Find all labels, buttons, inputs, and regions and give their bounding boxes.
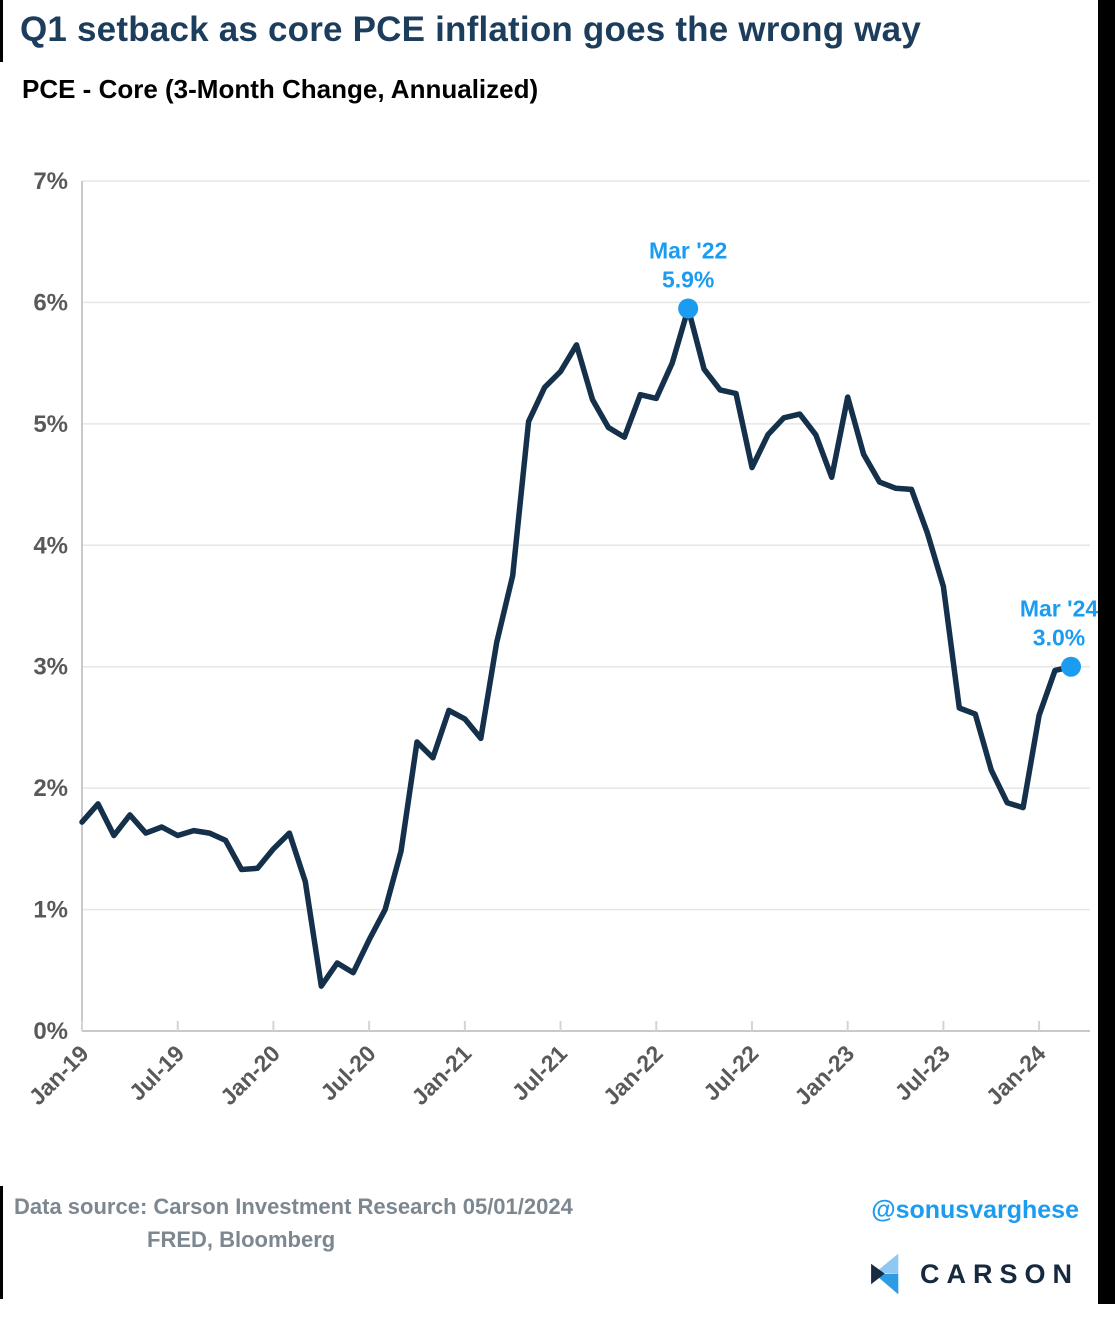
x-axis-label: Jan-24 xyxy=(981,1040,1051,1110)
pce-core-series-line xyxy=(79,305,1074,989)
y-axis-label: 7% xyxy=(33,168,68,195)
y-axis-label: 2% xyxy=(33,775,68,802)
x-axis-label: Jan-19 xyxy=(24,1040,94,1110)
screenshot-edge-right xyxy=(1098,0,1115,1304)
annotation-dot-mar-22 xyxy=(678,298,699,319)
page-title: Q1 setback as core PCE inflation goes th… xyxy=(20,10,922,49)
y-axis-label: 0% xyxy=(33,1018,68,1045)
annotation-label-month: Mar '22 xyxy=(649,238,727,264)
chart-subtitle: PCE - Core (3-Month Change, Annualized) xyxy=(22,74,539,104)
annotation-label-month: Mar '24 xyxy=(1020,596,1099,622)
data-source-line2: FRED, Bloomberg xyxy=(147,1227,336,1252)
y-axis-label: 3% xyxy=(33,654,68,681)
carson-logo-icon xyxy=(871,1253,899,1295)
screenshot-edge-left-top xyxy=(0,0,3,62)
x-axis-label: Jan-22 xyxy=(598,1040,668,1110)
data-source-line1: Data source: Carson Investment Research … xyxy=(14,1194,573,1219)
y-axis-label: 4% xyxy=(33,532,68,559)
annotation-dot-mar-24 xyxy=(1061,656,1081,677)
carson-logo: CARSON xyxy=(866,1248,1079,1300)
x-axis-label: Jul-22 xyxy=(698,1040,763,1105)
y-axis-label: 5% xyxy=(33,411,68,438)
pce-core-line-chart: 0% 1% 2% 3% 4% 5% 6% 7% Jan-19 Jul-19 Jan-20 Jul-20… xyxy=(24,168,1099,1110)
x-axis-label: Jan-23 xyxy=(789,1040,859,1110)
carson-logo-text: CARSON xyxy=(919,1258,1079,1289)
data-source-note: Data source: Carson Investment Research … xyxy=(14,1190,573,1256)
x-axis-label: Jul-23 xyxy=(890,1040,955,1105)
screenshot-edge-left-bottom xyxy=(0,1186,3,1299)
annotation-label-value: 3.0% xyxy=(1033,625,1085,651)
x-axis-label: Jul-20 xyxy=(315,1040,380,1105)
x-axis-label: Jul-21 xyxy=(507,1040,573,1106)
x-axis-label: Jul-19 xyxy=(124,1040,189,1105)
annotation-label-value: 5.9% xyxy=(662,267,714,293)
x-axis-label: Jan-21 xyxy=(406,1040,476,1110)
y-axis-label: 6% xyxy=(33,289,68,316)
y-axis-label: 1% xyxy=(33,897,68,924)
author-handle: @sonusvarghese xyxy=(871,1196,1079,1224)
x-axis-label: Jan-20 xyxy=(215,1040,285,1110)
